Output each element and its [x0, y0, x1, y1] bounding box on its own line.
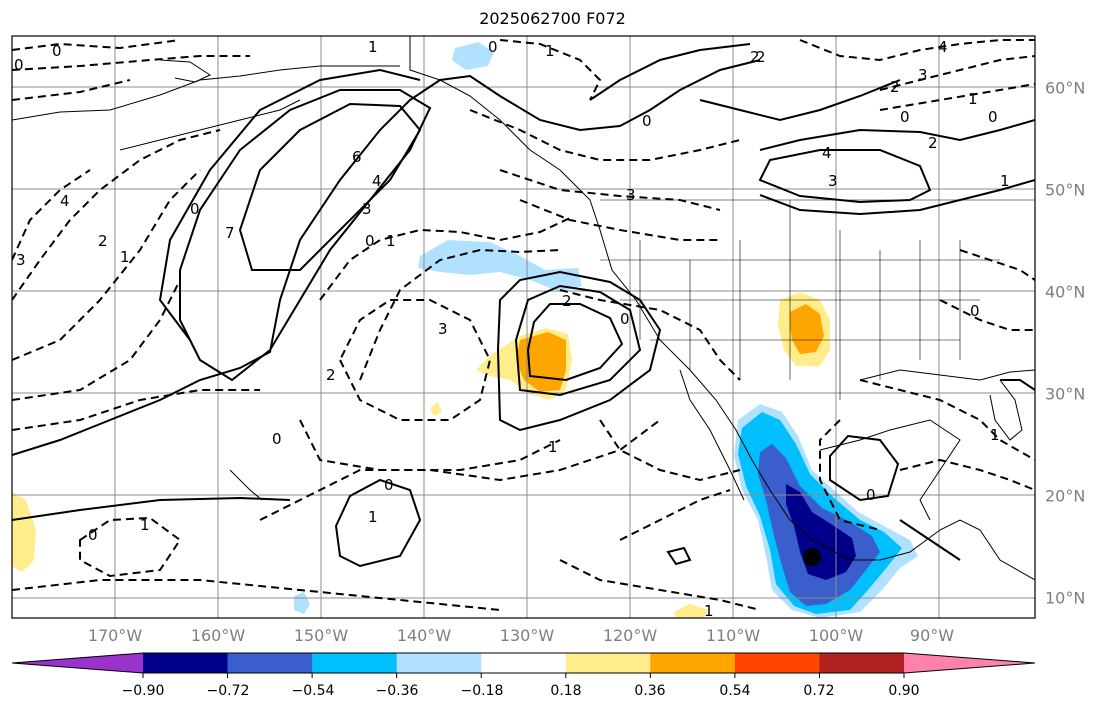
contour-label: 0	[14, 56, 24, 74]
coastlines	[12, 36, 1035, 581]
colorbar-extend-min	[12, 653, 143, 673]
shade-neg-018	[418, 240, 582, 292]
location-marker	[803, 548, 821, 566]
contour-label: 1	[545, 42, 555, 60]
contour-label: 6	[352, 148, 362, 166]
contour-label: 3	[828, 172, 838, 190]
colorbar-tick-label: 0.72	[803, 683, 835, 699]
contour-label: 0	[488, 38, 498, 56]
lat-label: 30°N	[1045, 384, 1086, 404]
contour-label: 1	[990, 426, 1000, 444]
colorbar-band	[227, 653, 313, 673]
colorbar-band	[734, 653, 820, 673]
map-plot-area: 0 1 2 7 6 4 3 0 1 0 1 2 0 3 3 2 0 2 0 1 …	[12, 36, 1035, 620]
contour-label: 2	[562, 292, 572, 310]
contour-label: 1	[548, 438, 558, 456]
contour-label: 1	[140, 516, 150, 534]
colorbar-tick-label: −0.90	[121, 683, 165, 699]
contour-label: 2	[750, 48, 760, 66]
contour-labels: 0 1 2 7 6 4 3 0 1 0 1 2 0 3 3 2 0 2 0 1 …	[14, 38, 1010, 620]
contour-label: 0	[988, 108, 998, 126]
lon-label: 150°W	[293, 626, 349, 645]
contours-solid	[12, 43, 1035, 568]
contour-label: 2	[890, 78, 900, 96]
contour-label: 0	[52, 42, 62, 60]
contour-label: 0	[900, 108, 910, 126]
contour-label: 4	[938, 38, 948, 56]
lat-label: 20°N	[1045, 486, 1086, 506]
lon-label: 140°W	[396, 626, 452, 645]
lon-label: 90°W	[909, 626, 955, 645]
colorbar-extend-max	[904, 653, 1035, 673]
contour-label: 0	[970, 302, 980, 320]
lon-label: 130°W	[499, 626, 555, 645]
colorbar-band	[565, 653, 651, 673]
colorbar-tick-label: 0.18	[550, 683, 582, 699]
shaded-field	[12, 42, 918, 618]
contour-label: 1	[386, 232, 396, 250]
contour-label: 2	[928, 134, 938, 152]
contour-label: 4	[372, 172, 382, 190]
colorbar-band	[481, 653, 567, 673]
contour-label: 0	[642, 112, 652, 130]
lon-label: 160°W	[190, 626, 246, 645]
lon-label: 170°W	[87, 626, 143, 645]
shade-pos-036	[790, 304, 824, 354]
contour-label: 0	[384, 476, 394, 494]
contour-label: 0	[190, 200, 200, 218]
contour-label: 0	[365, 232, 375, 250]
colorbar-tick-label: 0.90	[888, 683, 920, 699]
contour-label: 1	[704, 602, 714, 620]
colorbar-band	[819, 653, 905, 673]
lat-label: 60°N	[1045, 78, 1086, 98]
shade-pos-018	[430, 402, 442, 416]
lat-label: 50°N	[1045, 180, 1086, 200]
contour-label: 3	[918, 66, 928, 84]
colorbar-band	[396, 653, 482, 673]
shade-pos-018	[12, 492, 36, 572]
contour-label: 0	[272, 430, 282, 448]
shade-neg-018	[452, 42, 494, 70]
colorbar-tick-label: 0.54	[719, 683, 751, 699]
contour-label: 1	[1000, 172, 1010, 190]
colorbar	[11, 652, 1036, 678]
colorbar-tick-label: −0.54	[291, 683, 335, 699]
contour-label: 3	[16, 251, 26, 269]
contour-label: 7	[225, 224, 235, 242]
map-title: 2025062700 F072	[479, 9, 626, 28]
colorbar-tick-label: −0.36	[375, 683, 419, 699]
colorbar-tick-label: −0.72	[206, 683, 250, 699]
contour-label: 1	[368, 38, 378, 56]
contour-label: 3	[438, 320, 448, 338]
lon-label: 120°W	[602, 626, 658, 645]
colorbar-tick-label: 0.36	[634, 683, 666, 699]
map-frame	[11, 35, 1036, 619]
contour-label: 4	[60, 192, 70, 210]
colorbar-band	[143, 653, 229, 673]
contour-label: 0	[866, 486, 876, 504]
contour-label: 3	[626, 186, 636, 204]
contour-label: 1	[968, 90, 978, 108]
contour-label: 0	[88, 526, 98, 544]
contour-label: 2	[326, 366, 336, 384]
colorbar-band	[650, 653, 736, 673]
contour-label: 2	[98, 232, 108, 250]
lat-label: 10°N	[1045, 588, 1086, 608]
contour-label: 0	[620, 310, 630, 328]
contour-label: 2	[756, 48, 766, 66]
contours-dashed	[12, 39, 1035, 611]
lat-label: 40°N	[1045, 282, 1086, 302]
colorbar-band	[312, 653, 398, 673]
contour-label: 3	[362, 200, 372, 218]
lon-label: 110°W	[705, 626, 761, 645]
contour-label: 1	[368, 508, 378, 526]
colorbar-tick-label: −0.18	[460, 683, 504, 699]
lon-label: 100°W	[808, 626, 864, 645]
shade-pos-018	[674, 604, 708, 618]
contour-label: 4	[822, 144, 832, 162]
contour-label: 1	[120, 248, 130, 266]
